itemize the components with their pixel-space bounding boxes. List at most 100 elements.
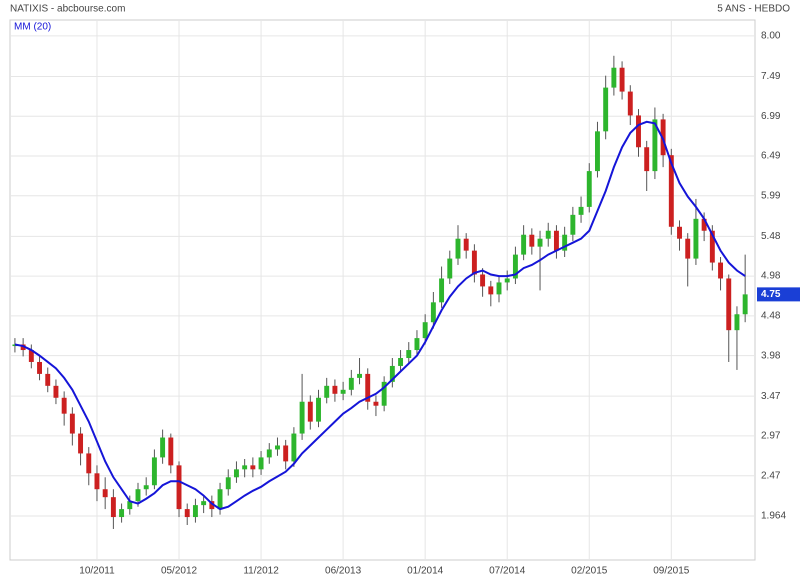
candle-body [53, 385, 59, 398]
candle-body [151, 457, 157, 486]
candle-body [61, 397, 67, 414]
x-tick-label: 01/2014 [407, 566, 444, 577]
candle-body [496, 282, 502, 295]
candle-body [726, 278, 732, 331]
candle-body [20, 344, 26, 351]
candle-body [480, 274, 486, 287]
y-tick-label: 3.98 [761, 350, 781, 361]
candle-body [143, 485, 149, 490]
candle-body [586, 171, 592, 207]
candle-body [545, 230, 551, 239]
y-tick-label: 6.49 [761, 151, 781, 162]
candle-body [734, 314, 740, 331]
candle-body [365, 373, 371, 402]
candle-body [381, 381, 387, 406]
candle-body [78, 433, 84, 454]
y-tick-label: 3.47 [761, 391, 781, 402]
candle-body [611, 67, 617, 88]
candle-body [209, 501, 215, 510]
candle-body [709, 230, 715, 263]
candle-body [504, 278, 510, 283]
candle-body [357, 373, 362, 378]
candle-body [266, 449, 272, 458]
candle-body [537, 238, 543, 247]
candle-body [242, 465, 248, 470]
legend-entry: MM (20) [14, 22, 51, 33]
candle-body [636, 115, 641, 148]
candle-body [447, 258, 453, 279]
candle-body [595, 131, 600, 172]
x-tick-label: 10/2011 [79, 566, 115, 577]
candle-body [570, 214, 576, 235]
candle-body [488, 286, 494, 295]
candle-body [562, 234, 568, 251]
candle-body [110, 497, 116, 518]
candle-body [283, 445, 289, 462]
candle-body [225, 477, 231, 490]
candle-body [127, 501, 133, 510]
y-tick-label: 4.48 [761, 310, 781, 321]
candle-body [422, 322, 428, 339]
candle-body [45, 373, 51, 386]
candle-body [250, 465, 256, 470]
candle-body [119, 509, 125, 518]
candle-body [135, 489, 141, 502]
candle-body [233, 469, 239, 478]
candle-body [307, 401, 313, 422]
y-tick-label: 4.98 [761, 271, 781, 282]
candle-body [340, 389, 346, 394]
plot-frame [9, 19, 756, 561]
x-tick-label: 09/2015 [653, 566, 690, 577]
candle-body [86, 453, 92, 474]
y-tick-label: 1.964 [761, 511, 786, 522]
candle-body [69, 413, 75, 434]
candle-body [299, 401, 305, 434]
y-tick-label: 2.47 [761, 470, 781, 481]
candle-body [192, 505, 198, 518]
y-tick-label: 8.00 [761, 31, 781, 42]
candle-body [718, 262, 724, 279]
moving-average-line [14, 120, 746, 511]
x-tick-label: 05/2012 [161, 566, 198, 577]
candle-body [176, 465, 182, 510]
y-tick-label: 7.49 [761, 71, 781, 82]
candle-body [168, 437, 174, 466]
candle-body [102, 489, 108, 498]
candle-body [184, 509, 190, 518]
candle-body [398, 357, 404, 366]
x-tick-label: 06/2013 [325, 566, 362, 577]
candle-body [406, 350, 412, 358]
candle-body [414, 338, 420, 351]
x-tick-label: 07/2014 [489, 566, 526, 577]
candle-body [693, 218, 699, 259]
candle-body [275, 445, 280, 450]
y-tick-label: 5.48 [761, 231, 781, 242]
y-tick-label: 2.97 [761, 431, 781, 442]
candle-body [553, 230, 559, 251]
candle-body [324, 385, 330, 398]
candle-body [463, 238, 469, 251]
candle-body [160, 437, 166, 458]
candle-body [258, 457, 264, 470]
x-tick-label: 11/2012 [243, 566, 279, 577]
candle-body [521, 234, 527, 255]
candle-body [619, 67, 625, 92]
candle-body [668, 155, 674, 227]
candle-body [430, 302, 436, 323]
candle-body [348, 377, 354, 390]
candle-body [332, 385, 338, 394]
candle-body [373, 401, 379, 406]
candle-body [512, 254, 518, 279]
candle-body [529, 234, 535, 247]
candle-body [217, 489, 223, 510]
candle-body [627, 91, 633, 116]
chart-title: NATIXIS - abcbourse.com [10, 4, 125, 15]
candle-body [389, 365, 395, 382]
chart-subtitle: 5 ANS - HEBDO [717, 4, 790, 15]
candle-body [603, 87, 609, 132]
candle-body [685, 238, 691, 259]
y-tick-label: 6.99 [761, 111, 781, 122]
candle-body [455, 238, 461, 259]
